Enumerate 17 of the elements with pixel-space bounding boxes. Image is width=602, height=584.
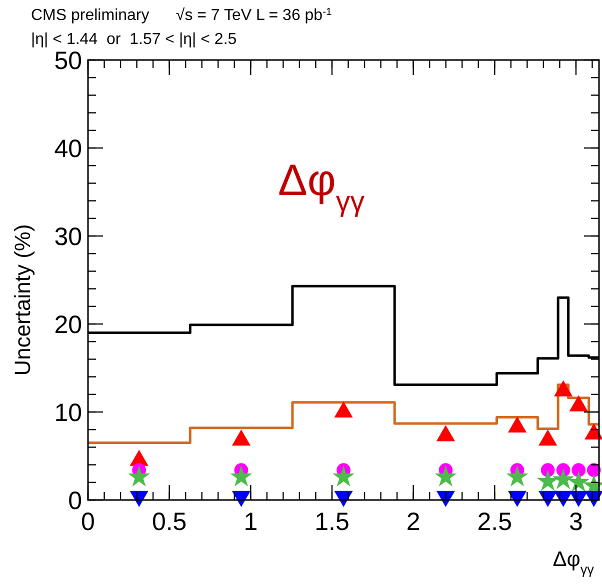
x-axis-title: Δφ$_{γγ}$ [552,548,594,576]
y-tick-label: 30 [54,222,82,251]
y-tick-label: 10 [54,398,82,427]
annotation: Δφ$_{γγ}$ [278,156,366,218]
x-tick-label: 1.5 [314,508,350,536]
y-tick-label: 40 [54,134,82,163]
chart-subtitle: |η| < 1.44 or 1.57 < |η| < 2.5 [31,31,237,48]
chart-title: CMS preliminary √s = 7 TeV L = 36 pb$^{-1}$ [31,6,332,24]
y-axis-title: Uncertainty (%) [10,224,35,376]
y-tick-label: 20 [54,310,82,339]
y-tick-label: 0 [68,486,82,515]
x-tick-label: 2 [406,508,420,536]
x-tick-label: 0.5 [152,508,187,536]
y-tick-label: 50 [54,46,82,75]
x-tick-label: 1 [244,508,258,536]
x-tick-label: 3 [569,508,583,536]
x-tick-label: 2.5 [477,508,512,536]
